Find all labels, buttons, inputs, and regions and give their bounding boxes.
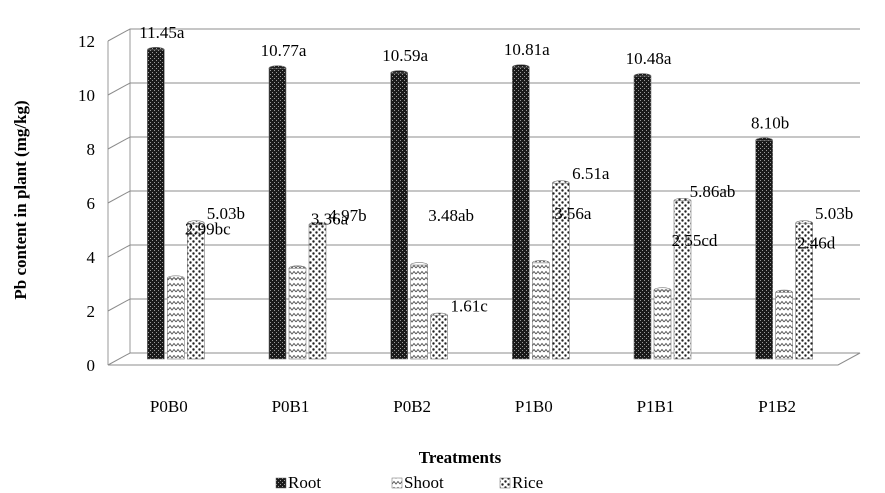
- gridline: [107, 190, 860, 204]
- data-label-rice: 4.97b: [328, 206, 366, 225]
- legend-item-rice: Rice: [499, 473, 543, 492]
- data-label-shoot: 3.56a: [554, 204, 592, 223]
- data-label-root: 10.48a: [626, 49, 672, 68]
- bar-root-p0b0: [147, 47, 165, 360]
- legend-label: Root: [288, 473, 321, 492]
- bar-root-p1b2: [755, 137, 773, 360]
- legend-swatch: [275, 477, 287, 489]
- data-label-rice: 5.86ab: [690, 182, 736, 201]
- bar-shoot-p0b1: [288, 265, 307, 360]
- data-label-shoot: 3.36a: [311, 209, 349, 228]
- legend-item-shoot: Shoot: [391, 473, 444, 492]
- data-label-rice: 6.51a: [572, 164, 610, 183]
- bar-rice-p0b1: [308, 222, 327, 360]
- bar-shoot-p1b2: [775, 289, 793, 360]
- gridline: [107, 244, 860, 258]
- x-tick-label: P1B1: [637, 397, 675, 416]
- data-label-rice: 1.61c: [451, 297, 489, 316]
- gridline: [107, 298, 860, 312]
- data-label-root: 10.59a: [382, 46, 428, 65]
- legend-item-root: Root: [275, 473, 321, 492]
- y-tick-label: 0: [87, 356, 96, 375]
- y-tick-label: 2: [87, 302, 96, 321]
- x-axis-title: Treatments: [419, 448, 502, 467]
- bar-rice-p1b2: [795, 220, 813, 360]
- bar-rice-p0b2: [430, 312, 448, 360]
- data-label-shoot: 2.99bc: [185, 219, 231, 238]
- y-tick-label: 8: [87, 140, 96, 159]
- gridline: [107, 136, 860, 150]
- y-tick-label: 6: [87, 194, 96, 213]
- x-tick-label: P0B0: [150, 397, 188, 416]
- y-tick-label: 4: [87, 248, 96, 267]
- bar-root-p1b1: [633, 73, 652, 360]
- y-axis-title: Pb content in plant (mg/kg): [11, 100, 30, 299]
- legend: Root Shoot Rice: [275, 473, 543, 492]
- y-tick-label: 12: [78, 32, 95, 51]
- bar-root-p0b2: [390, 70, 408, 360]
- bar-root-p0b1: [268, 65, 287, 360]
- data-label-shoot: 2.46d: [797, 234, 836, 253]
- data-label-shoot: 3.48ab: [428, 206, 474, 225]
- x-tick-label: P1B2: [758, 397, 796, 416]
- x-tick-label: P0B1: [272, 397, 310, 416]
- data-label-root: 10.81a: [504, 40, 550, 59]
- bar-rice-p1b0: [552, 180, 570, 360]
- data-label-shoot: 2.55cd: [672, 231, 718, 250]
- bar-rice-p1b1: [673, 197, 692, 360]
- y-tick-label: 10: [78, 86, 95, 105]
- data-labels: 11.45a2.99bc5.03b10.77a3.36a4.97b10.59a3…: [139, 23, 853, 316]
- gridlines: [107, 28, 860, 312]
- bar-shoot-p1b0: [532, 260, 550, 360]
- y-axis-ticks: 0 2 4 6 8 10 12: [78, 32, 96, 375]
- data-label-root: 10.77a: [261, 41, 307, 60]
- data-label-root: 11.45a: [139, 23, 185, 42]
- bar-shoot-p0b0: [167, 275, 185, 360]
- bar-shoot-p1b1: [653, 287, 672, 360]
- data-label-root: 8.10b: [751, 113, 789, 132]
- legend-label: Rice: [512, 473, 543, 492]
- bar-shoot-p0b2: [410, 262, 428, 360]
- gridline: [107, 82, 860, 96]
- bars: [147, 47, 813, 360]
- bar-root-p1b0: [512, 64, 530, 360]
- plot-floor: [107, 352, 861, 366]
- legend-label: Shoot: [404, 473, 444, 492]
- bar-rice-p0b0: [187, 220, 205, 360]
- data-label-rice: 5.03b: [815, 204, 853, 223]
- legend-swatch: [499, 477, 511, 489]
- x-tick-label: P1B0: [515, 397, 553, 416]
- legend-swatch: [391, 477, 403, 489]
- floor-plane: [107, 352, 861, 366]
- x-tick-label: P0B2: [393, 397, 431, 416]
- x-axis-ticks: P0B0 P0B1 P0B2 P1B0 P1B1 P1B2: [150, 397, 796, 416]
- gridline: [107, 28, 860, 42]
- data-label-rice: 5.03b: [207, 204, 245, 223]
